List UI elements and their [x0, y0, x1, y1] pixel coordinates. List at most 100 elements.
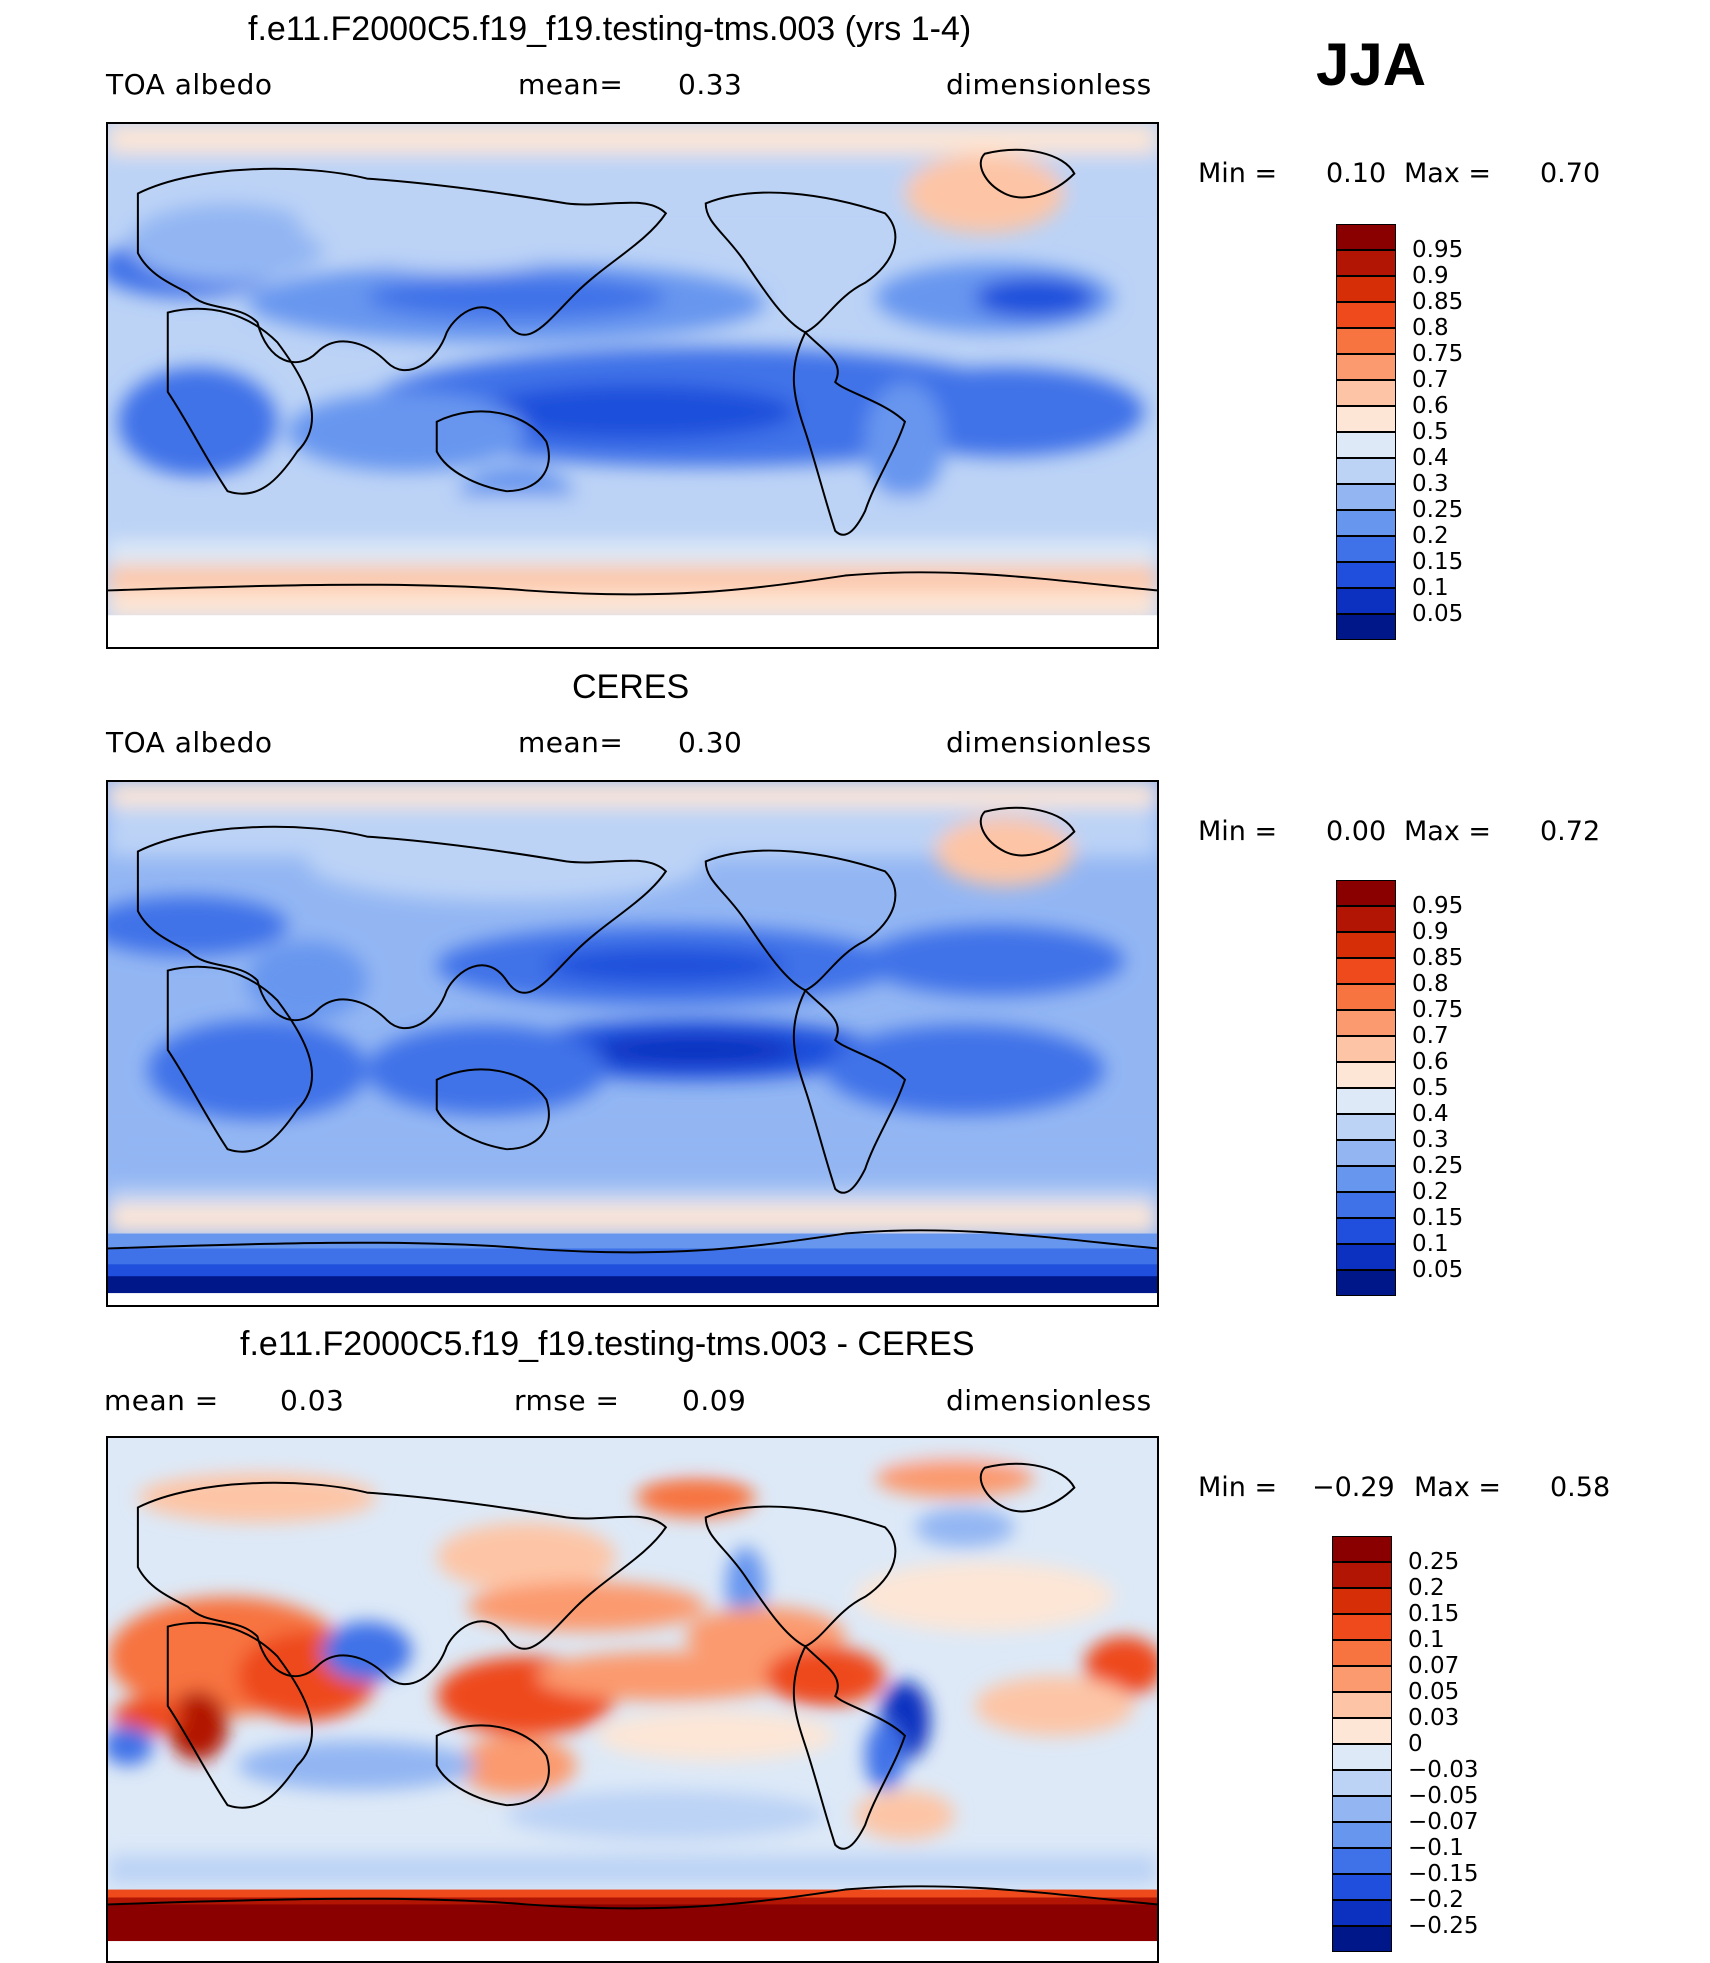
colorbar-swatch: [1336, 406, 1396, 432]
colorbar-swatch: [1336, 906, 1396, 932]
colorbar-swatch: [1332, 1848, 1392, 1874]
panel3-difference-map: [106, 1436, 1159, 1963]
panel2-max-label: Max =: [1404, 816, 1492, 847]
colorbar-swatch: [1332, 1770, 1392, 1796]
colorbar-swatch: [1332, 1536, 1392, 1562]
colorbar-tick-label: 0.1: [1412, 575, 1449, 601]
colorbar-tick-label: 0.5: [1412, 1075, 1449, 1101]
colorbar-swatch: [1336, 1088, 1396, 1114]
colorbar-tick-label: 0: [1408, 1731, 1423, 1757]
colorbar-tick-label: 0.4: [1412, 445, 1449, 471]
colorbar-swatch: [1332, 1692, 1392, 1718]
colorbar-tick-label: 0.8: [1412, 971, 1449, 997]
colorbar-swatch: [1336, 958, 1396, 984]
colorbar-swatch: [1336, 1218, 1396, 1244]
colorbar-tick-label: 0.3: [1412, 1127, 1449, 1153]
colorbar-swatch: [1336, 1166, 1396, 1192]
colorbar-swatch: [1336, 510, 1396, 536]
panel2-variable-label: TOA albedo: [106, 726, 273, 759]
colorbar-tick-label: −0.1: [1408, 1835, 1464, 1861]
colorbar-tick-label: 0.05: [1412, 1257, 1464, 1283]
colorbar-swatch: [1332, 1796, 1392, 1822]
panel3-mean-value: 0.03: [280, 1384, 345, 1417]
panel2-max-value: 0.72: [1540, 816, 1601, 847]
colorbar-tick-label: −0.2: [1408, 1887, 1464, 1913]
colorbar-tick-label: −0.25: [1408, 1913, 1479, 1939]
colorbar-tick-label: 0.9: [1412, 919, 1449, 945]
colorbar-tick-label: 0.2: [1408, 1575, 1445, 1601]
colorbar-swatch: [1336, 1270, 1396, 1296]
panel1-model-map: [106, 122, 1159, 649]
panel1-units-label: dimensionless: [946, 68, 1152, 101]
colorbar-swatch: [1332, 1666, 1392, 1692]
colorbar-swatch: [1336, 932, 1396, 958]
colorbar-swatch: [1336, 1244, 1396, 1270]
colorbar-tick-label: 0.03: [1408, 1705, 1460, 1731]
panel3-units-label: dimensionless: [946, 1384, 1152, 1417]
colorbar-swatch: [1336, 380, 1396, 406]
panel3-max-value: 0.58: [1550, 1472, 1611, 1503]
season-label: JJA: [1316, 31, 1427, 98]
colorbar-tick-label: 0.9: [1412, 263, 1449, 289]
colorbar-swatch: [1336, 328, 1396, 354]
colorbar-tick-label: 0.2: [1412, 523, 1449, 549]
colorbar-swatch: [1332, 1562, 1392, 1588]
panel3-rmse-label: rmse =: [514, 1384, 620, 1417]
panel1-max-value: 0.70: [1540, 158, 1601, 189]
colorbar-swatch: [1336, 1114, 1396, 1140]
colorbar-tick-label: −0.07: [1408, 1809, 1479, 1835]
panel1-title: f.e11.F2000C5.f19_f19.testing-tms.003 (y…: [248, 10, 972, 48]
colorbar-swatch: [1332, 1874, 1392, 1900]
colorbar-swatch: [1332, 1926, 1392, 1952]
colorbar-tick-label: 0.15: [1408, 1601, 1460, 1627]
colorbar-tick-label: 0.07: [1408, 1653, 1460, 1679]
panel1-max-label: Max =: [1404, 158, 1492, 189]
colorbar-swatch: [1336, 562, 1396, 588]
panel1-min-label: Min =: [1198, 158, 1278, 189]
panel3-rmse-value: 0.09: [682, 1384, 747, 1417]
colorbar-swatch: [1336, 1192, 1396, 1218]
colorbar-tick-label: −0.03: [1408, 1757, 1479, 1783]
panel1-colorbar: 0.95 0.9 0.85 0.8 0.75 0.7 0.6 0.5 0.4 0.3 0.25 0.2…: [1336, 224, 1486, 640]
panel2-min-value: 0.00: [1326, 816, 1387, 847]
colorbar-tick-label: 0.85: [1412, 289, 1464, 315]
colorbar-tick-label: 0.4: [1412, 1101, 1449, 1127]
colorbar-tick-label: 0.3: [1412, 471, 1449, 497]
colorbar-tick-label: 0.7: [1412, 1023, 1449, 1049]
colorbar-swatch: [1336, 880, 1396, 906]
panel2-observation-map: [106, 780, 1159, 1307]
panel3-colorbar: 0.25 0.2 0.15 0.1 0.07 0.05 0.03 0 −0.03 −0.05 −0.…: [1332, 1536, 1482, 1952]
colorbar-swatch: [1336, 588, 1396, 614]
colorbar-tick-label: 0.6: [1412, 393, 1449, 419]
colorbar-tick-label: 0.25: [1412, 1153, 1464, 1179]
colorbar-tick-label: 0.2: [1412, 1179, 1449, 1205]
panel1-mean-value: 0.33: [678, 68, 743, 101]
colorbar-tick-label: 0.7: [1412, 367, 1449, 393]
colorbar-swatch: [1336, 1062, 1396, 1088]
colorbar-swatch: [1332, 1588, 1392, 1614]
colorbar-swatch: [1332, 1614, 1392, 1640]
panel1-mean-label: mean=: [518, 68, 624, 101]
colorbar-tick-label: −0.05: [1408, 1783, 1479, 1809]
panel3-max-label: Max =: [1414, 1472, 1502, 1503]
colorbar-swatch: [1336, 1036, 1396, 1062]
colorbar-tick-label: 0.05: [1408, 1679, 1460, 1705]
panel2-units-label: dimensionless: [946, 726, 1152, 759]
colorbar-swatch: [1336, 1140, 1396, 1166]
colorbar-tick-label: 0.6: [1412, 1049, 1449, 1075]
panel3-min-value: −0.29: [1312, 1472, 1395, 1503]
colorbar-swatch: [1332, 1640, 1392, 1666]
panel2-title: CERES: [572, 668, 690, 706]
colorbar-swatch: [1336, 302, 1396, 328]
colorbar-tick-label: 0.15: [1412, 549, 1464, 575]
colorbar-tick-label: 0.25: [1412, 497, 1464, 523]
colorbar-tick-label: 0.85: [1412, 945, 1464, 971]
panel2-mean-value: 0.30: [678, 726, 743, 759]
colorbar-tick-label: 0.95: [1412, 237, 1464, 263]
colorbar-swatch: [1332, 1822, 1392, 1848]
colorbar-tick-label: 0.5: [1412, 419, 1449, 445]
colorbar-swatch: [1336, 354, 1396, 380]
colorbar-swatch: [1332, 1744, 1392, 1770]
colorbar-swatch: [1336, 536, 1396, 562]
panel2-min-label: Min =: [1198, 816, 1278, 847]
